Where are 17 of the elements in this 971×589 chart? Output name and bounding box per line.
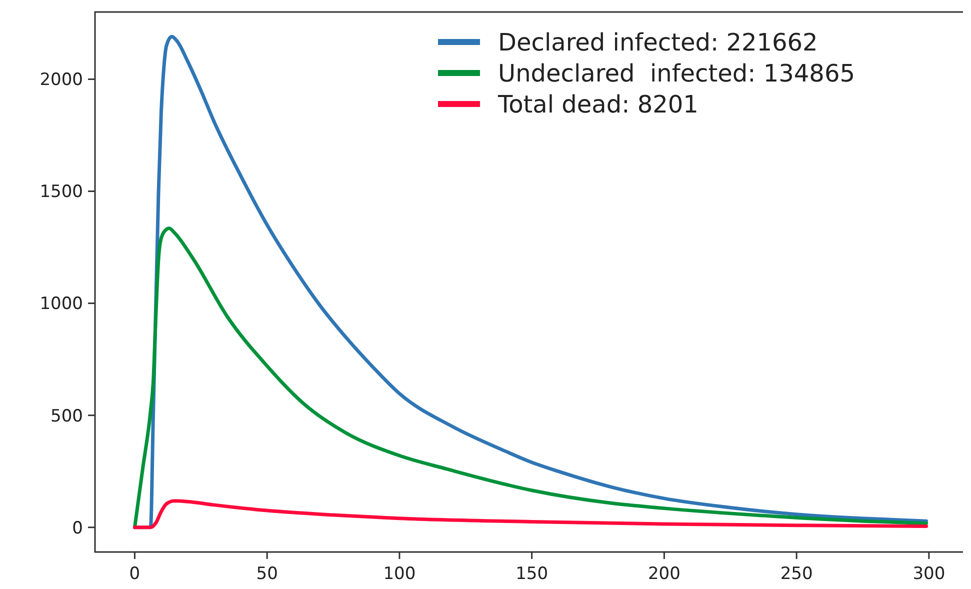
x-tick-label: 150 <box>516 564 548 584</box>
line-series <box>132 499 928 530</box>
legend-label: Declared infected: 221662 <box>498 28 818 56</box>
x-tick-label: 200 <box>648 564 680 584</box>
y-tick-label: 2000 <box>40 70 83 90</box>
x-tick-label: 0 <box>129 564 140 584</box>
y-tick-label: 0 <box>72 518 83 538</box>
y-tick-label: 500 <box>50 406 83 426</box>
x-tick-label: 50 <box>256 564 278 584</box>
x-tick-label: 250 <box>780 564 813 584</box>
y-tick-label: 1000 <box>40 294 83 314</box>
y-tick-label: 1500 <box>40 182 83 202</box>
legend-label: Undeclared infected: 134865 <box>498 59 855 88</box>
x-tick-label: 100 <box>383 564 416 584</box>
legend-label: Total dead: 8201 <box>497 90 698 118</box>
x-tick-label: 300 <box>912 564 946 584</box>
line-series <box>132 226 928 530</box>
